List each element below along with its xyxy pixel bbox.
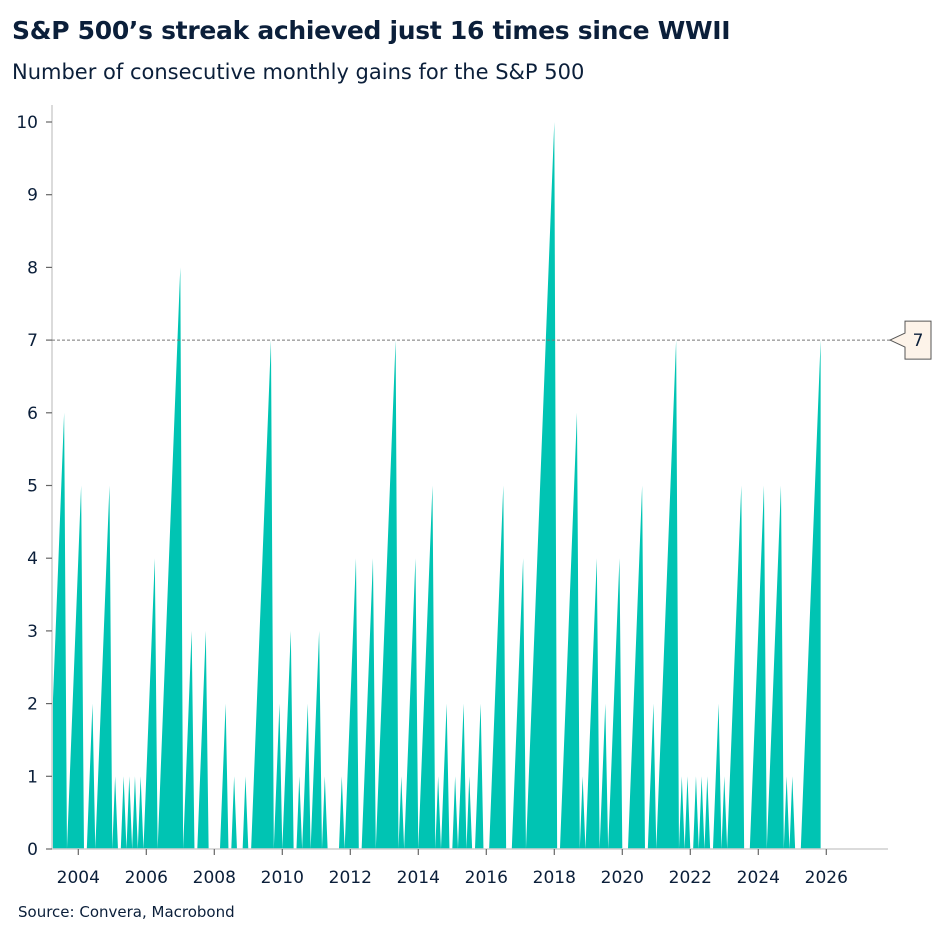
y-tick-label: 8: [27, 258, 38, 278]
reference-label: 7: [913, 331, 924, 351]
x-tick-label: 2006: [125, 868, 168, 888]
y-tick-label: 3: [27, 622, 38, 642]
y-tick-label: 4: [27, 549, 38, 569]
y-tick-label: 9: [27, 186, 38, 206]
y-tick-label: 7: [27, 331, 38, 351]
y-tick-label: 10: [16, 113, 38, 133]
x-tick-label: 2008: [193, 868, 236, 888]
streak-area: [52, 122, 821, 849]
x-tick-label: 2014: [397, 868, 440, 888]
x-tick-label: 2012: [329, 868, 372, 888]
y-tick-label: 5: [27, 477, 38, 497]
source-note: Source: Convera, Macrobond: [18, 903, 235, 921]
x-tick-label: 2024: [737, 868, 780, 888]
chart-title: S&P 500’s streak achieved just 16 times …: [12, 16, 731, 45]
x-tick-label: 2018: [533, 868, 576, 888]
x-tick-label: 2026: [805, 868, 848, 888]
y-tick-label: 6: [27, 404, 38, 424]
y-tick-label: 2: [27, 695, 38, 715]
y-tick-label: 0: [27, 840, 38, 860]
x-tick-label: 2020: [601, 868, 644, 888]
x-tick-label: 2022: [669, 868, 712, 888]
x-tick-label: 2004: [57, 868, 100, 888]
x-tick-label: 2010: [261, 868, 304, 888]
reference-label-box: [888, 320, 932, 360]
x-tick-label: 2016: [465, 868, 508, 888]
chart-subtitle: Number of consecutive monthly gains for …: [12, 60, 585, 84]
y-tick-label: 1: [27, 767, 38, 787]
